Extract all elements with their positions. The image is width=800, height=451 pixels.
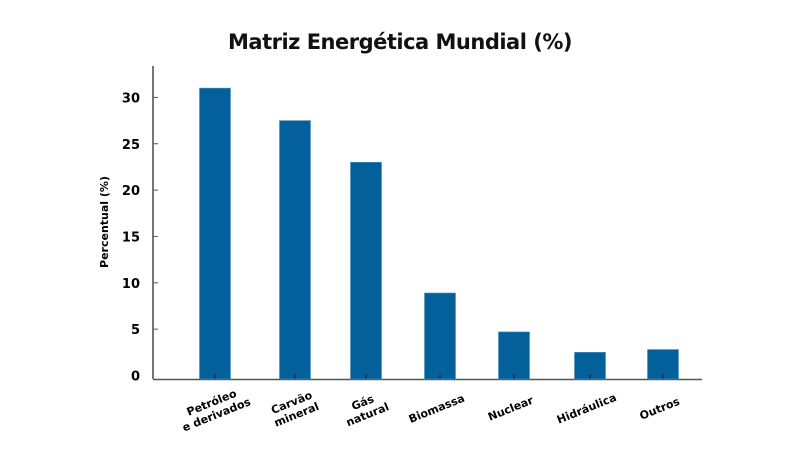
x-tick-label: Outros: [638, 395, 682, 423]
bar-carvão-mineral: [279, 120, 311, 380]
x-tick-label: Gásnatural: [339, 388, 390, 429]
bar-gás-natural: [350, 161, 382, 380]
x-tick-label: Carvãomineral: [267, 388, 320, 430]
y-tick-label: 15: [122, 230, 140, 245]
x-tick-label: Biomassa: [407, 392, 467, 426]
y-tick-label: 25: [122, 138, 140, 153]
x-tick-label: Petróleoe derivados: [176, 383, 253, 434]
y-tick-label: 5: [131, 323, 140, 338]
bar-nuclear: [498, 331, 530, 380]
x-tick-label: Hidráulica: [555, 391, 618, 427]
y-axis-label: Percentual (%): [98, 176, 111, 268]
chart-title: Matriz Energética Mundial (%): [228, 30, 572, 54]
bar-petróleo-e-derivados: [199, 87, 231, 380]
y-tick-label: 0: [131, 370, 140, 385]
y-tick-label: 10: [122, 277, 140, 292]
bar-biomassa: [424, 292, 456, 380]
x-tick-label: Nuclear: [486, 394, 536, 424]
y-tick-label: 30: [122, 91, 140, 106]
y-tick-label: 20: [122, 184, 140, 199]
